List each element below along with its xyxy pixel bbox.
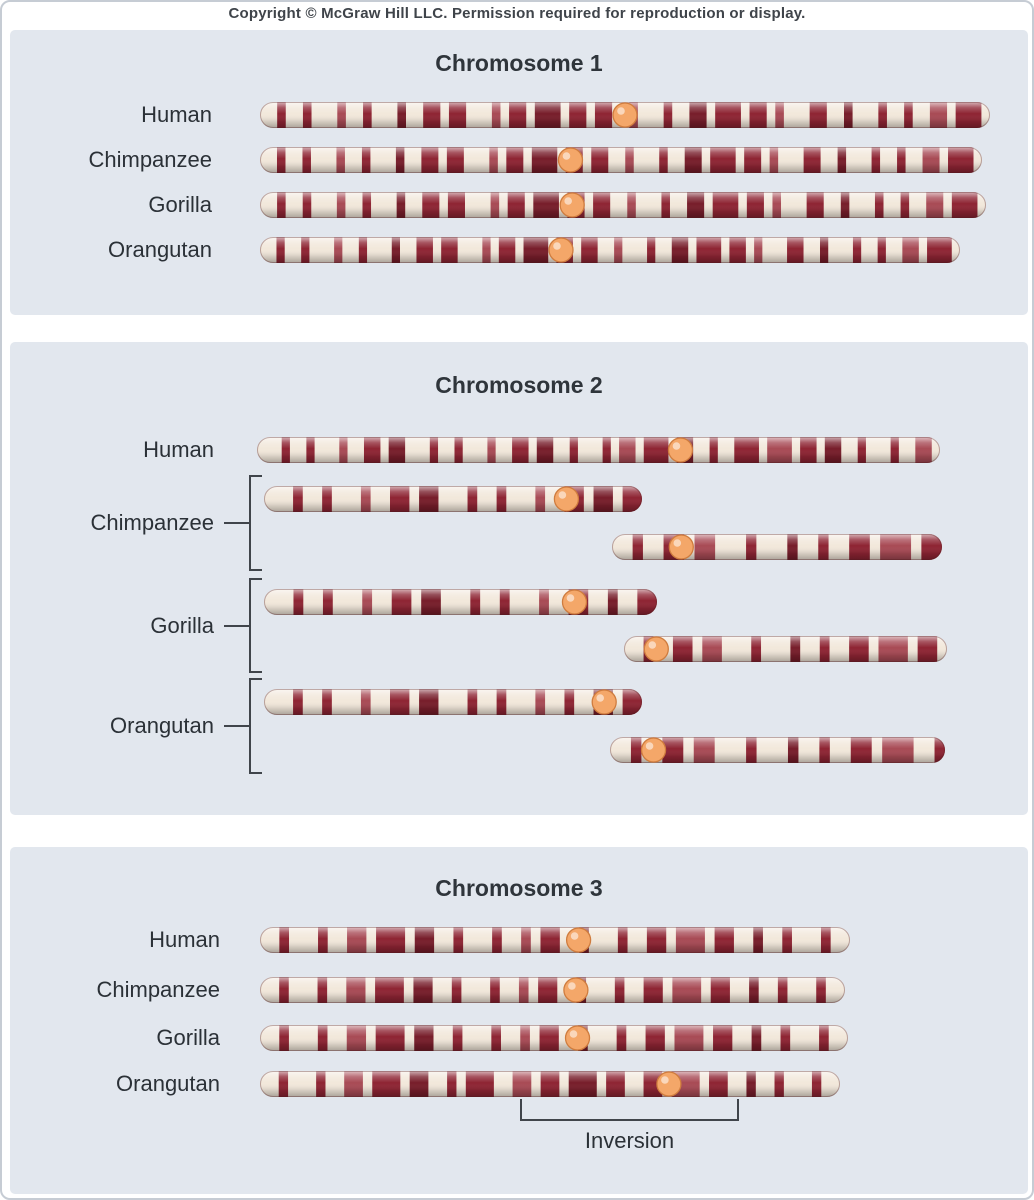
chromosome-human — [257, 437, 940, 463]
copyright-text: Copyright © McGraw Hill LLC. Permission … — [228, 5, 806, 22]
label-orangutan-3: Orangutan — [116, 1071, 220, 1096]
label-chimpanzee-1: Chimpanzee — [88, 147, 212, 172]
centromere-icon — [591, 689, 617, 715]
centromere-icon — [561, 589, 588, 615]
gorilla-bracket-top-tick — [249, 578, 262, 580]
centromere-icon — [553, 486, 580, 512]
centromere-icon — [548, 237, 574, 263]
chromosome-human — [260, 927, 850, 953]
orangutan-bracket-bottom-tick — [249, 772, 262, 774]
label-chimpanzee-3: Chimpanzee — [96, 977, 220, 1002]
centromere-icon — [643, 636, 669, 662]
chromosome-gorilla — [260, 1025, 848, 1051]
inversion-label: Inversion — [584, 1128, 675, 1153]
orangutan-bracket-connector — [224, 725, 249, 727]
label-chimpanzee-2: Chimpanzee — [90, 510, 214, 535]
centromere-icon — [564, 1025, 591, 1051]
chimpanzee-bracket — [249, 475, 251, 571]
centromere-icon — [559, 192, 585, 218]
panel-chromosome-2: Chromosome 2 Human Chimpanzee Gorilla Or… — [10, 342, 1028, 815]
inversion-bracket-right — [737, 1099, 739, 1121]
chromosome-orangutan — [260, 237, 960, 263]
chromosome-chimpanzee — [264, 486, 642, 512]
centromere-icon — [640, 737, 667, 763]
chromosome-layer-3 — [10, 847, 1028, 1194]
centromere-icon — [557, 147, 584, 173]
panel-2-title: Chromosome 2 — [435, 372, 603, 398]
label-gorilla-3: Gorilla — [156, 1025, 220, 1050]
centromere-icon — [668, 534, 694, 560]
gorilla-bracket-connector — [224, 625, 249, 627]
chimpanzee-bracket-top-tick — [249, 475, 262, 477]
chromosome-layer-2 — [10, 342, 1028, 815]
label-orangutan-2: Orangutan — [110, 713, 214, 738]
chromosome-layer-1 — [10, 30, 1028, 315]
label-orangutan-1: Orangutan — [108, 237, 212, 262]
label-gorilla-1: Gorilla — [148, 192, 212, 217]
panel-3-title: Chromosome 3 — [435, 875, 603, 901]
orangutan-bracket — [249, 678, 251, 774]
chromosome-orangutan — [610, 737, 945, 763]
chromosome-gorilla — [260, 192, 986, 218]
gorilla-bracket-bottom-tick — [249, 671, 262, 673]
chromosome-chimpanzee — [260, 977, 845, 1003]
label-human-1: Human — [141, 102, 212, 127]
inversion-bracket-left — [520, 1099, 522, 1121]
gorilla-bracket — [249, 578, 251, 673]
label-gorilla-2: Gorilla — [150, 613, 214, 638]
centromere-icon — [565, 927, 592, 953]
chimpanzee-bracket-bottom-tick — [249, 569, 262, 571]
chromosome-orangutan — [260, 1071, 840, 1097]
chromosome-human — [260, 102, 990, 128]
chromosome-gorilla — [264, 589, 657, 615]
panel-chromosome-1: Chromosome 1 Human Chimpanzee Gorilla Or… — [10, 30, 1028, 315]
chromosome-gorilla — [624, 636, 947, 662]
centromere-icon — [563, 977, 589, 1003]
label-human-3: Human — [149, 927, 220, 952]
centromere-icon — [612, 102, 638, 128]
panel-chromosome-3: Chromosome 3 Human Chimpanzee Gorilla Or… — [10, 847, 1028, 1194]
chimpanzee-bracket-connector — [224, 522, 249, 524]
label-human-2: Human — [143, 437, 214, 462]
orangutan-bracket-top-tick — [249, 678, 262, 680]
chromosome-chimpanzee — [612, 534, 942, 560]
panel-1-title: Chromosome 1 — [435, 50, 603, 76]
centromere-icon — [656, 1071, 682, 1097]
chromosome-chimpanzee — [260, 147, 982, 173]
inversion-bracket-bottom — [520, 1119, 739, 1121]
centromere-icon — [667, 437, 694, 463]
chromosome-orangutan — [264, 689, 642, 715]
